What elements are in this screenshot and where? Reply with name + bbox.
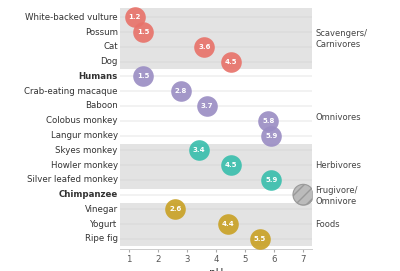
Point	[268, 178, 274, 182]
Point	[227, 59, 234, 64]
Point	[204, 104, 210, 108]
Text: Scavengers/
Carnivores: Scavengers/ Carnivores	[316, 29, 368, 50]
Point	[178, 89, 184, 93]
Text: Frugivore/
Omnivore: Frugivore/ Omnivore	[316, 186, 358, 206]
Text: Skyes monkey: Skyes monkey	[55, 146, 118, 155]
Text: Humans: Humans	[78, 72, 118, 81]
Text: Possum: Possum	[85, 28, 118, 37]
Point	[268, 133, 274, 138]
Text: Foods: Foods	[316, 220, 340, 229]
Text: 3.6: 3.6	[198, 44, 210, 50]
Text: 2.8: 2.8	[175, 88, 187, 94]
Text: Yogurt: Yogurt	[90, 220, 118, 229]
Text: 5.9: 5.9	[265, 177, 278, 183]
Text: 1.5: 1.5	[137, 73, 150, 79]
Text: 4.5: 4.5	[224, 59, 237, 64]
Point	[224, 222, 231, 226]
Point	[300, 192, 306, 197]
Text: Crab-eating macaque: Crab-eating macaque	[24, 87, 118, 96]
Text: 3.7: 3.7	[201, 103, 214, 109]
Text: Omnivores: Omnivores	[316, 113, 361, 122]
Text: 1.2: 1.2	[128, 14, 141, 20]
Text: 4.4: 4.4	[221, 221, 234, 227]
Bar	[120, 144, 312, 189]
Point	[140, 30, 146, 34]
Text: 5.9: 5.9	[265, 133, 278, 138]
Text: 5.5: 5.5	[254, 236, 266, 242]
Text: Langur monkey: Langur monkey	[50, 131, 118, 140]
Point	[265, 118, 272, 123]
Text: 2.6: 2.6	[169, 207, 181, 212]
Text: Colobus monkey: Colobus monkey	[46, 116, 118, 125]
Point	[195, 148, 202, 153]
Text: 5.8: 5.8	[262, 118, 274, 124]
Point	[300, 192, 306, 197]
X-axis label: pH: pH	[209, 268, 223, 271]
Text: Dog: Dog	[100, 57, 118, 66]
Point	[256, 237, 263, 241]
Point	[140, 74, 146, 79]
Text: Baboon: Baboon	[85, 101, 118, 111]
Text: Cat: Cat	[103, 42, 118, 51]
Text: Herbivores: Herbivores	[316, 160, 362, 170]
Point	[131, 15, 138, 20]
Text: Ripe fig: Ripe fig	[85, 234, 118, 243]
Bar	[120, 204, 312, 246]
Text: Silver leafed monkey: Silver leafed monkey	[26, 175, 118, 184]
Text: Vinegar: Vinegar	[84, 205, 118, 214]
Point	[201, 45, 208, 49]
Text: 3.4: 3.4	[192, 147, 205, 153]
Bar	[120, 8, 312, 69]
Text: 1.5: 1.5	[137, 29, 150, 35]
Point	[172, 207, 178, 212]
Text: Howler monkey: Howler monkey	[50, 160, 118, 170]
Text: 4.5: 4.5	[224, 162, 237, 168]
Text: White-backed vulture: White-backed vulture	[25, 13, 118, 22]
Text: Chimpanzee: Chimpanzee	[58, 190, 118, 199]
Point	[227, 163, 234, 167]
